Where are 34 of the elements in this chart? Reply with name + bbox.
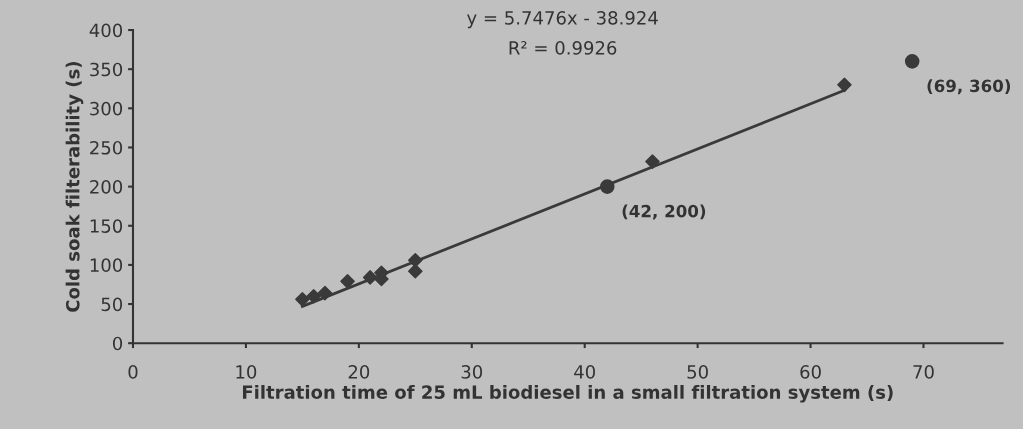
y-tick-label: 50 xyxy=(101,297,123,312)
annotation: (42, 200) xyxy=(622,204,706,220)
y-tick-label: 300 xyxy=(90,101,123,116)
text: y = 5.7476x - 38.924 xyxy=(467,11,658,29)
x-tick-label: 60 xyxy=(800,365,821,379)
x-tick-label: 30 xyxy=(461,365,483,379)
point xyxy=(362,270,378,285)
x-tick-label: 70 xyxy=(913,365,934,379)
y-tick-label: 400 xyxy=(89,23,123,38)
point xyxy=(408,252,423,268)
y-tick-label: 200 xyxy=(90,180,123,194)
point xyxy=(837,77,852,93)
annotation: R² = 0.9926 xyxy=(509,41,617,55)
y-axis-title: Cold soak filterability (s) xyxy=(65,62,84,312)
point xyxy=(408,263,423,279)
point xyxy=(317,285,333,301)
annotation: (69, 360) xyxy=(927,79,1011,95)
point xyxy=(904,54,920,69)
x-tick-label: 0 xyxy=(128,365,138,379)
y-tick-label: 150 xyxy=(90,219,123,233)
point xyxy=(340,274,355,289)
x-tick-label: 10 xyxy=(236,365,257,379)
point xyxy=(600,179,615,194)
x-tick-label: 50 xyxy=(687,365,708,379)
y-tick-label: 350 xyxy=(90,62,123,77)
y-tick-label: 250 xyxy=(90,140,123,155)
y-tick-label: 0 xyxy=(112,336,123,351)
point xyxy=(645,154,660,169)
x-tick-label: 40 xyxy=(574,365,595,379)
x-tick-label: 20 xyxy=(348,365,370,379)
point xyxy=(295,292,310,307)
point xyxy=(306,288,321,304)
y-tick-label: 100 xyxy=(90,258,123,273)
x-axis-title: Filtration time of 25 mL biodiesel in a small filtration system (s) xyxy=(242,384,893,403)
